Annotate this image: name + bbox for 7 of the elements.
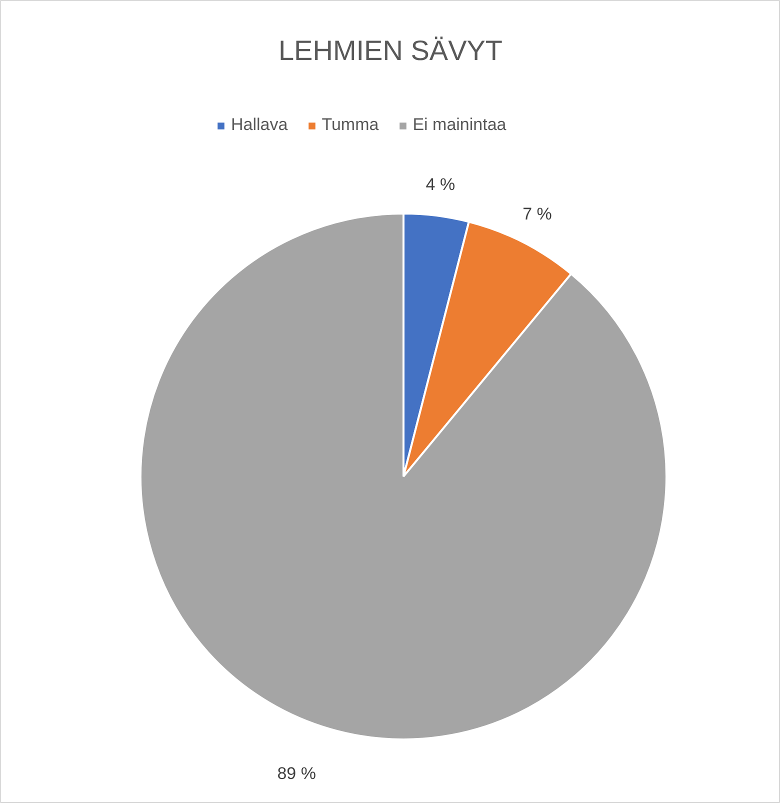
legend-label: Ei mainintaa	[412, 115, 506, 135]
legend-label: Hallava	[231, 115, 288, 135]
chart-title: LEHMIEN SÄVYT	[278, 35, 503, 66]
data-label: 7 %	[522, 204, 552, 224]
legend-label: Tumma	[322, 115, 379, 135]
data-label: 89 %	[277, 764, 316, 783]
data-label: 4 %	[426, 174, 456, 194]
